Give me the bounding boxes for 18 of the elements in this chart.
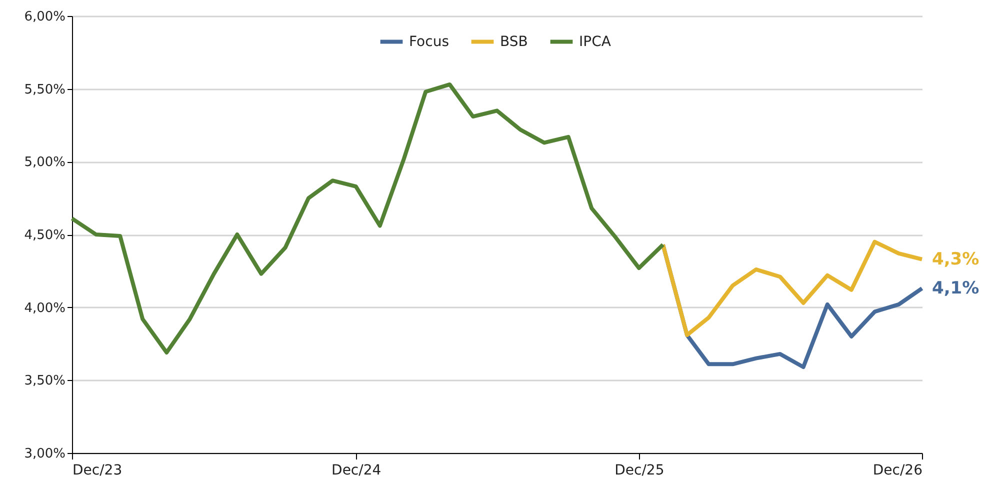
y-tick-label: 4,50% bbox=[24, 228, 66, 243]
y-tick-label: 5,50% bbox=[24, 82, 66, 98]
y-tick-label: 3,00% bbox=[24, 446, 66, 462]
data-label: 4,1% bbox=[932, 278, 980, 298]
data-label: 4,3% bbox=[932, 249, 980, 270]
y-tick-label: 3,50% bbox=[24, 374, 66, 389]
legend-label: Focus bbox=[409, 34, 449, 50]
line-series bbox=[660, 240, 924, 338]
y-tick-label: 4,00% bbox=[24, 300, 66, 316]
x-tick-label: Dec/24 bbox=[332, 462, 382, 478]
y-tick-label: 5,00% bbox=[24, 155, 66, 170]
line-series bbox=[70, 82, 665, 354]
legend-label: IPCA bbox=[579, 34, 612, 50]
x-tick-label: Dec/26 bbox=[872, 462, 923, 478]
legend-label: BSB bbox=[500, 34, 528, 50]
x-tick-label: Dec/23 bbox=[72, 462, 122, 478]
y-tick-label: 6,00% bbox=[24, 10, 66, 24]
x-tick-label: Dec/25 bbox=[614, 462, 664, 478]
